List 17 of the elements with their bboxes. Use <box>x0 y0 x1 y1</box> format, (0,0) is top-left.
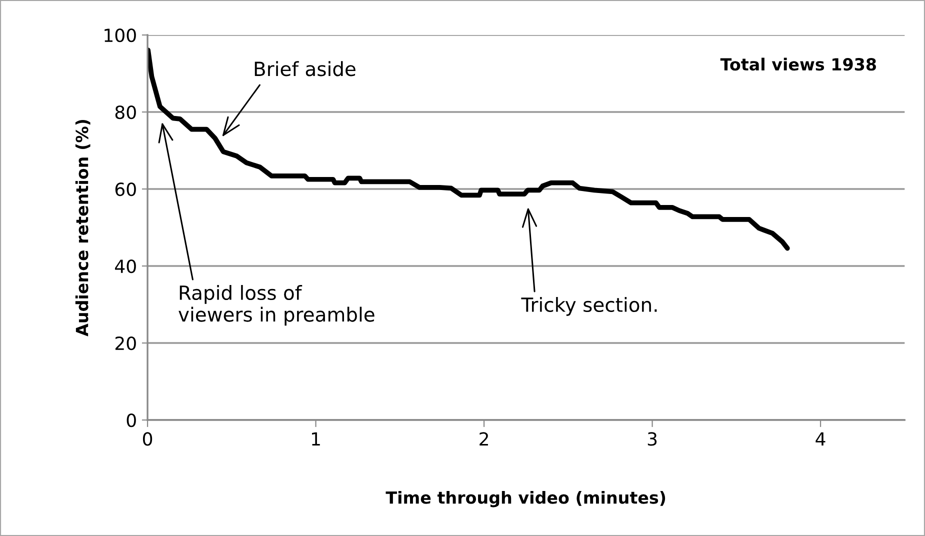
y-tick-label: 100 <box>104 28 136 42</box>
y-tick-label: 80 <box>115 105 136 120</box>
x-tick-label: 1 <box>312 432 320 446</box>
x-tick-label: 3 <box>648 432 657 446</box>
annotation: Rapid loss of viewers in preamble <box>178 285 374 326</box>
y-tick-label: 40 <box>115 259 136 274</box>
y-axis-title: Audience retention (%) <box>75 120 90 336</box>
y-tick-label: 60 <box>115 182 136 196</box>
x-tick-label: 4 <box>816 432 826 446</box>
annotation: Total views 1938 <box>720 58 876 71</box>
y-tick-label: 20 <box>115 336 136 350</box>
x-tick-label: 0 <box>142 432 152 446</box>
x-tick-label: 2 <box>480 432 488 446</box>
annotation: Brief aside <box>254 61 356 76</box>
y-tick-label: 0 <box>126 413 136 428</box>
annotation: Tricky section. <box>521 297 657 316</box>
x-axis-title: Time through video (minutes) <box>386 490 666 508</box>
